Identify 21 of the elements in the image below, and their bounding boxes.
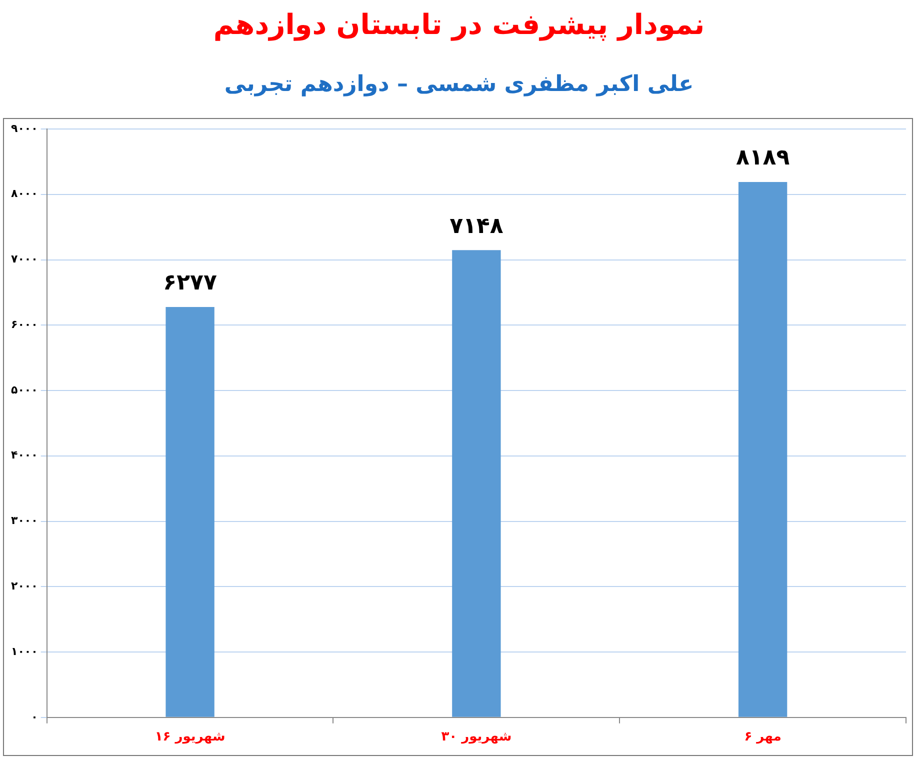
chart-subtitle: علی اکبر مظفری شمسی – دوازدهم تجربی (223, 72, 695, 97)
data-label: ۸۱۸۹ (736, 146, 790, 171)
y-tick-label: ۹۰۰۰ (10, 122, 38, 135)
x-tick-label: ۱۶ شهریور (154, 730, 226, 745)
y-tick-label: ۱۰۰۰ (10, 644, 38, 658)
y-tick-label: ۲۰۰۰ (10, 580, 38, 593)
bar (166, 307, 214, 717)
y-tick-label: ۶۰۰۰ (10, 318, 38, 331)
data-label: ۷۱۴۸ (450, 214, 504, 239)
data-label: ۶۲۷۷ (163, 270, 218, 296)
y-tick-label: ۳۰۰۰ (10, 514, 38, 528)
chart-title: نمودار پیشرفت در تابستان دوازدهم (212, 8, 706, 41)
y-tick-label: ۰ (31, 710, 38, 724)
y-tick-label: ۴۰۰۰ (10, 448, 38, 462)
y-tick-label: ۸۰۰۰ (10, 187, 38, 200)
bar (452, 250, 501, 717)
x-tick-label: ۶ مهر (744, 730, 782, 745)
bar (738, 182, 788, 717)
y-tick-label: ۷۰۰۰ (10, 252, 38, 266)
x-tick-label: ۳۰ شهریور (441, 730, 512, 745)
y-tick-label: ۵۰۰۰ (10, 383, 38, 396)
